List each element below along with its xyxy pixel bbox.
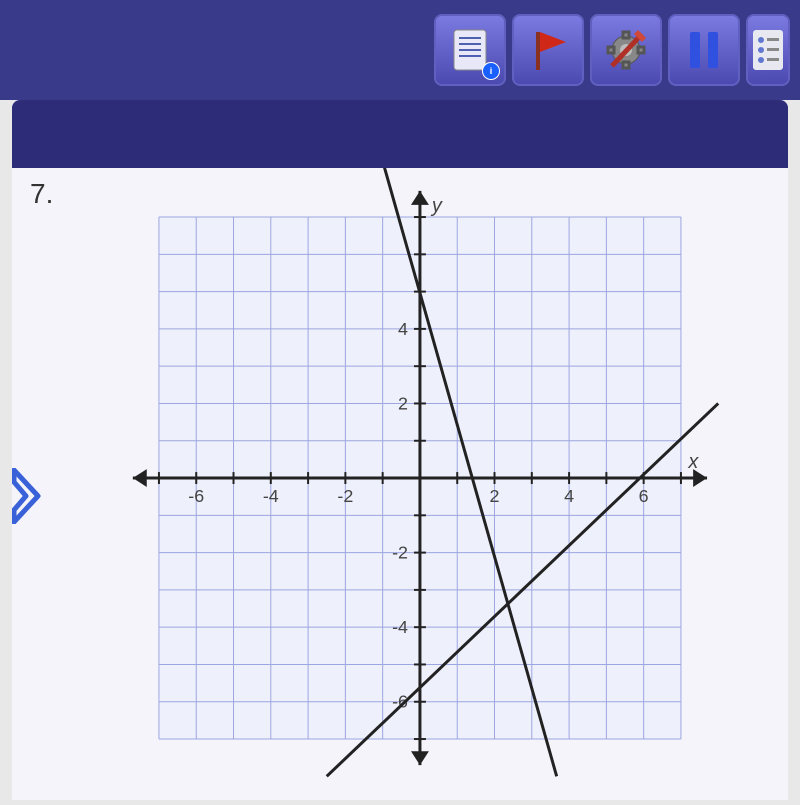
notes-button[interactable]: i: [434, 14, 506, 86]
header-strip: [12, 100, 788, 168]
svg-text:-4: -4: [263, 486, 279, 506]
svg-text:y: y: [430, 195, 443, 217]
svg-text:4: 4: [564, 486, 574, 506]
gear-icon: [604, 26, 648, 74]
svg-text:-4: -4: [392, 617, 408, 637]
svg-text:2: 2: [490, 486, 500, 506]
pause-icon: [682, 26, 726, 74]
flag-button[interactable]: [512, 14, 584, 86]
question-number: 7.: [30, 178, 53, 210]
svg-text:6: 6: [639, 486, 649, 506]
pause-button[interactable]: [668, 14, 740, 86]
chart-svg: -6-4-2246-6-4-224xy: [62, 168, 758, 800]
svg-text:4: 4: [398, 319, 408, 339]
options-button[interactable]: [746, 14, 790, 86]
chevron-right-icon: [12, 468, 42, 524]
svg-text:-2: -2: [392, 543, 408, 563]
content-panel: 7. -6-4-2246-6-4-224xy: [12, 168, 788, 800]
svg-text:-2: -2: [337, 486, 353, 506]
toolbar: i: [0, 0, 800, 100]
svg-text:x: x: [687, 451, 699, 473]
coordinate-graph: -6-4-2246-6-4-224xy: [62, 168, 758, 800]
svg-text:-6: -6: [188, 486, 204, 506]
nav-left-arrow[interactable]: [12, 468, 42, 524]
flag-icon: [526, 26, 570, 74]
tools-button[interactable]: [590, 14, 662, 86]
info-badge: i: [482, 62, 500, 80]
svg-text:2: 2: [398, 393, 408, 413]
options-icon: [751, 26, 785, 74]
